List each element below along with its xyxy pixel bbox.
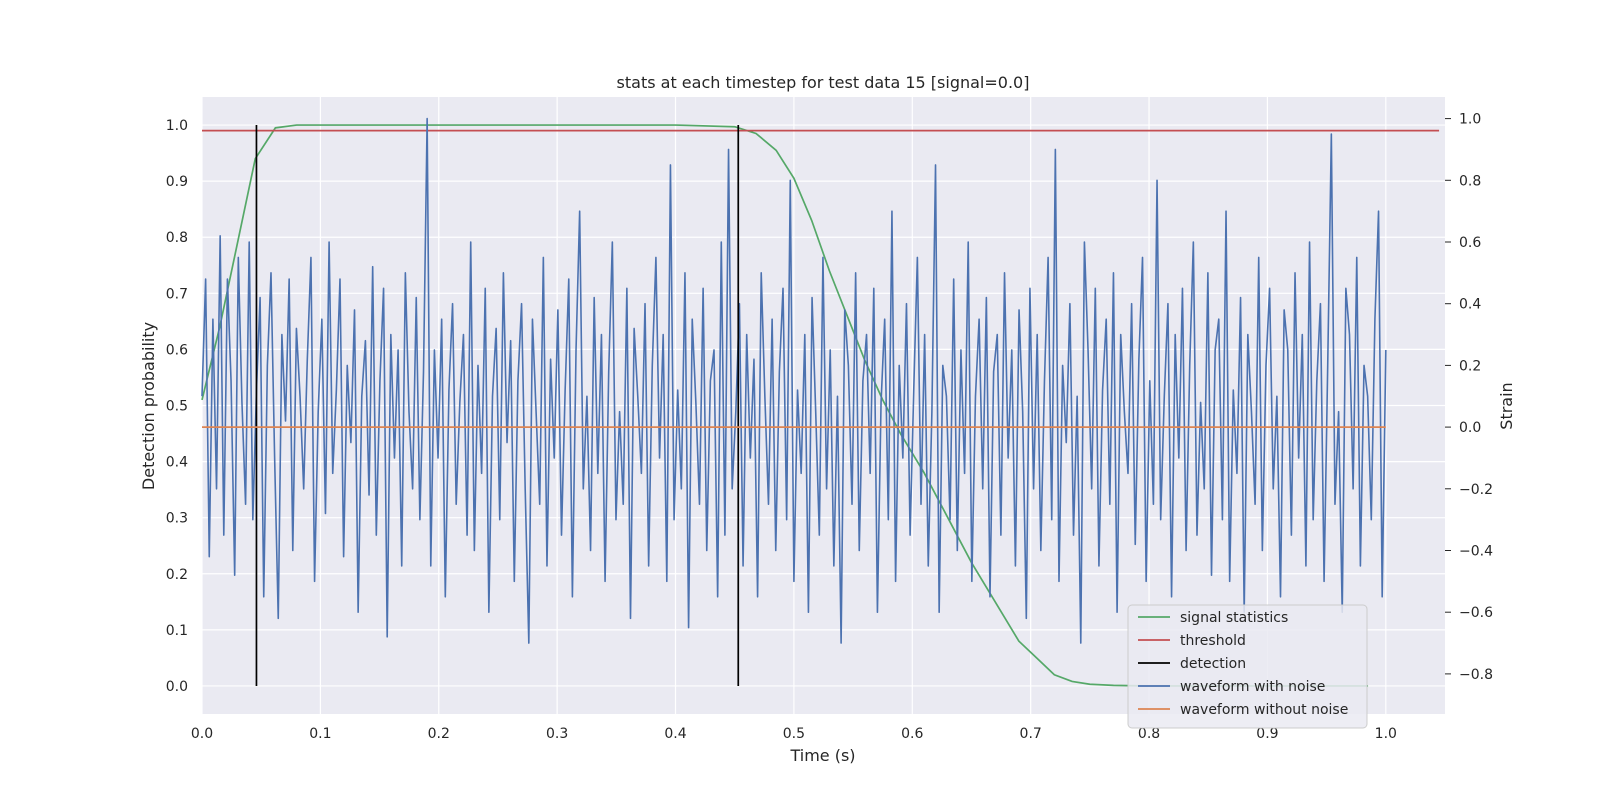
x-tick-label: 0.2 [428, 726, 450, 742]
x-axis-title: Time (s) [789, 746, 855, 765]
y2-tick-label: 0.6 [1459, 235, 1481, 251]
legend-label: signal statistics [1180, 610, 1288, 626]
legend-label: waveform without noise [1180, 702, 1348, 718]
y2-axis-title: Strain [1497, 382, 1516, 429]
x-tick-label: 0.1 [309, 726, 331, 742]
axes-layer: 0.0 0.1 0.2 0.3 0.4 0.5 0.6 0.7 0.8 0.9 1.0 0.0 0.1 0… [166, 112, 1493, 742]
y-tick-label: 0.6 [166, 342, 188, 358]
y2-tick-label: 0.0 [1459, 420, 1481, 436]
y-tick-label: 0.4 [166, 455, 188, 471]
y2-tick-label: 1.0 [1459, 112, 1481, 128]
y-tick-label: 0.0 [166, 679, 188, 695]
y2-tick-label: 0.2 [1459, 358, 1481, 374]
y2-tick-label: 0.8 [1459, 173, 1481, 189]
grid [201, 97, 1445, 714]
chart-title: stats at each timestep for test data 15 … [617, 73, 1030, 92]
y-tick-label: 0.7 [166, 286, 188, 302]
x-tick-label: 0.8 [1138, 726, 1160, 742]
y2-tick-label: 0.4 [1459, 297, 1481, 313]
y-tick-label: 0.5 [166, 399, 188, 415]
legend-label: detection [1180, 656, 1246, 672]
x-tick-label: 0.4 [664, 726, 686, 742]
y-tick-label: 0.8 [166, 230, 188, 246]
series-layer [201, 117, 1440, 687]
y2-tick-label: −0.6 [1459, 605, 1493, 621]
x-tick-label: 0.0 [191, 726, 213, 742]
x-tick-label: 1.0 [1375, 726, 1397, 742]
x-tick-label: 0.9 [1256, 726, 1278, 742]
y-tick-label: 0.2 [166, 567, 188, 583]
legend-label: waveform with noise [1180, 679, 1325, 695]
y2-tick-label: −0.8 [1459, 667, 1493, 683]
y-tick-label: 1.0 [166, 118, 188, 134]
legend-box [1127, 604, 1368, 729]
x-tick-label: 0.3 [546, 726, 568, 742]
x-tick-label: 0.6 [901, 726, 923, 742]
legend: signal statistics threshold detection wavef… [1127, 604, 1368, 729]
y2-tick-label: −0.4 [1459, 543, 1493, 559]
y-axis-title: Detection probability [139, 322, 158, 490]
y-tick-label: 0.1 [166, 623, 188, 639]
y-tick-label: 0.9 [166, 174, 188, 190]
x-tick-label: 0.5 [783, 726, 805, 742]
x-tick-label: 0.7 [1020, 726, 1042, 742]
y2-tick-label: −0.2 [1459, 482, 1493, 498]
y-tick-label: 0.3 [166, 511, 188, 527]
legend-label: threshold [1180, 633, 1246, 649]
